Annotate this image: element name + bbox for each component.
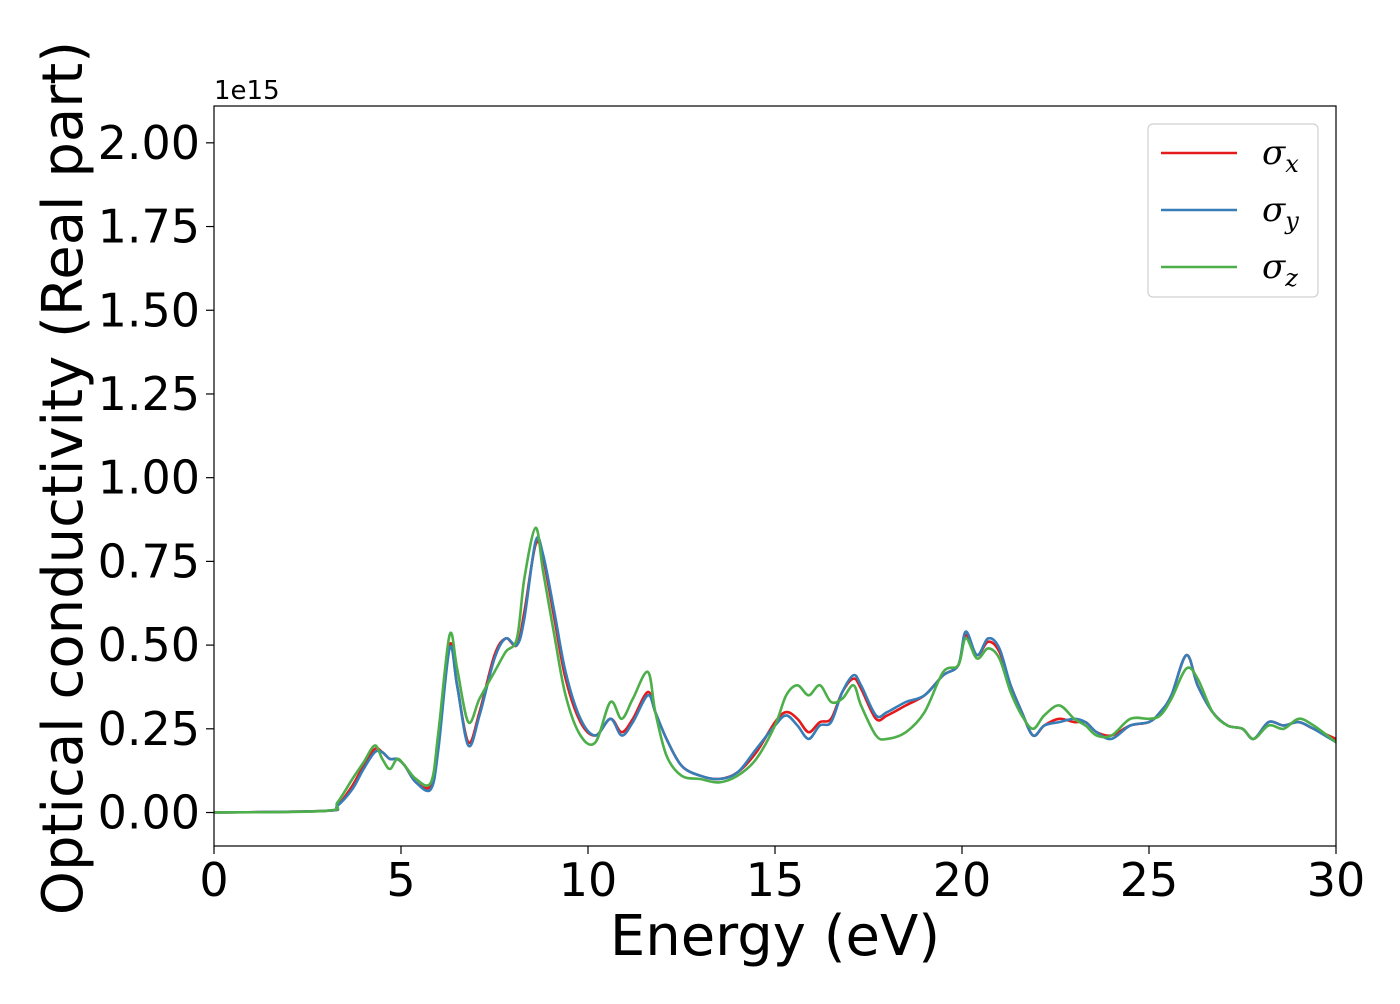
y-axis-ticks: 0.00 0.25 0.50 0.75 1.00 1.25 1.50 1.75 2.00 [98,116,214,840]
x-tick-label: 0 [199,853,228,907]
legend-symbol: σ [1262,133,1286,173]
x-tick-label: 20 [933,853,992,907]
y-tick-label: 1.75 [98,200,200,254]
y-tick-label: 0.75 [98,534,200,588]
legend-subscript: z [1284,264,1298,292]
legend-subscript: y [1284,207,1299,235]
y-tick-label: 0.00 [98,786,200,840]
legend-label-z: σz [1262,247,1298,292]
legend-symbol: σ [1262,247,1286,287]
x-tick-label: 25 [1120,853,1179,907]
x-tick-label: 15 [746,853,805,907]
series-layer [213,526,1337,814]
y-tick-label: 1.50 [98,283,200,337]
legend-subscript: x [1285,150,1299,178]
y-tick-label: 1.00 [98,451,200,505]
y-axis-title: Optical conductivity (Real part) [31,41,96,915]
x-tick-label: 30 [1307,853,1366,907]
x-tick-label: 10 [559,853,618,907]
series-line-z [213,526,1337,814]
x-tick-label: 5 [386,853,415,907]
y-tick-label: 1.25 [98,367,200,421]
y-tick-label: 0.50 [98,618,200,672]
y-tick-label: 0.25 [98,702,200,756]
series-line-y [213,535,1337,814]
x-axis-ticks: 0 5 10 15 20 25 30 [199,846,1365,907]
x-axis-title: Energy (eV) [610,904,940,969]
legend-label-x: σx [1262,133,1299,178]
legend-label-y: σy [1262,190,1299,235]
legend-symbol: σ [1262,190,1286,230]
y-tick-label: 2.00 [98,116,200,170]
y-offset-label: 1e15 [214,76,280,106]
